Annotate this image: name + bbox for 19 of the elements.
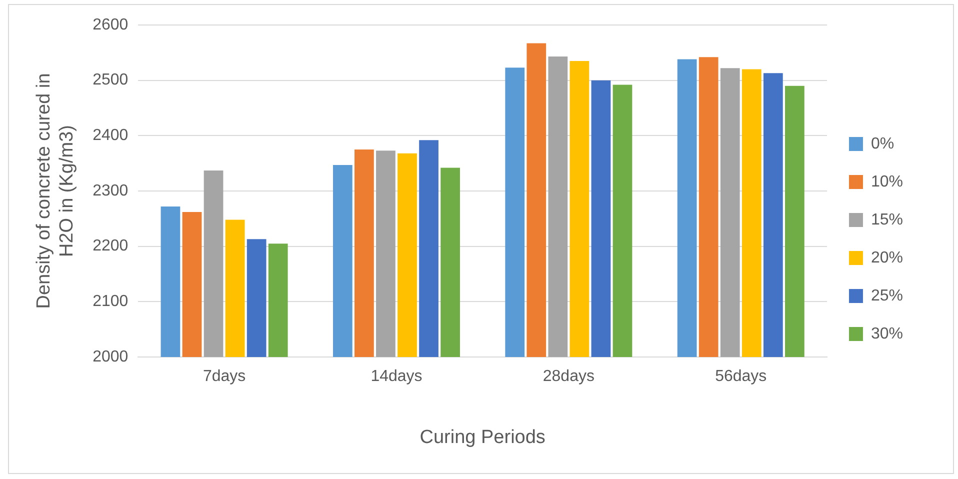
y-tick-label: 2000 bbox=[92, 348, 128, 366]
x-tick-label: 28days bbox=[542, 368, 594, 386]
x-axis-title: Curing Periods bbox=[420, 426, 546, 448]
y-tick-label: 2300 bbox=[92, 182, 128, 200]
x-tick-label: 56days bbox=[715, 368, 767, 386]
y-tick-label: 2500 bbox=[92, 72, 128, 89]
x-tick-label: 14days bbox=[370, 368, 422, 386]
legend-label: 10% bbox=[870, 173, 904, 190]
y-tick-label: 2400 bbox=[92, 127, 128, 144]
y-tick-label: 2100 bbox=[92, 293, 128, 310]
legend-label: 30% bbox=[870, 325, 904, 342]
legend-label: 20% bbox=[870, 249, 904, 266]
legend-label: 15% bbox=[870, 211, 904, 228]
legend-label: 0% bbox=[870, 135, 894, 152]
x-tick-label: 7days bbox=[202, 368, 246, 386]
y-axis-title: Density of concrete cured in H2O in (Kg/m3) bbox=[34, 73, 78, 309]
legend-label: 25% bbox=[870, 287, 904, 304]
y-tick-label: 2200 bbox=[92, 238, 128, 255]
y-tick-label: 2600 bbox=[92, 16, 128, 34]
